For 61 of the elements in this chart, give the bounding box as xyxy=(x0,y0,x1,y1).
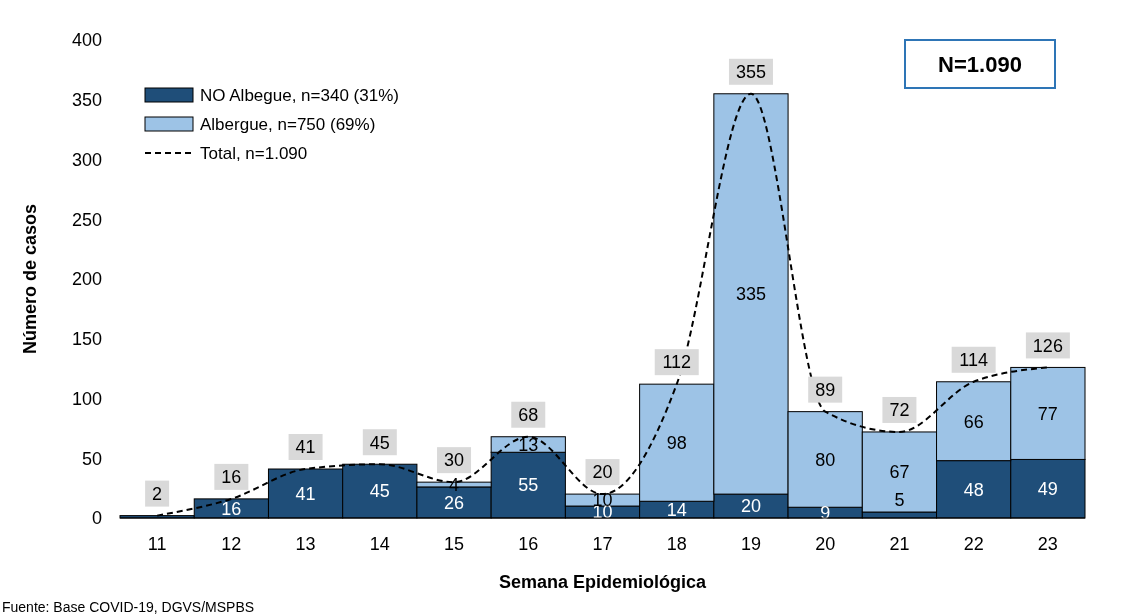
data-label: 49 xyxy=(1037,479,1058,500)
legend-label: NO Albegue, n=340 (31%) xyxy=(200,85,399,105)
x-tick-label: 21 xyxy=(889,534,910,554)
x-tick-label: 16 xyxy=(518,534,539,554)
total-label: 16 xyxy=(221,467,242,488)
data-label: 16 xyxy=(221,498,242,519)
data-label: 55 xyxy=(518,475,539,496)
source-note: Fuente: Base COVID-19, DGVS/MSPBS xyxy=(2,599,255,615)
total-label: 45 xyxy=(369,432,390,453)
total-label: 72 xyxy=(889,400,910,421)
x-tick-label: 23 xyxy=(1037,534,1058,554)
y-tick-label: 150 xyxy=(71,329,102,350)
data-label: 77 xyxy=(1037,403,1058,424)
x-tick-label: 18 xyxy=(666,534,687,554)
total-label: 355 xyxy=(735,62,766,83)
y-tick-label: 300 xyxy=(71,149,102,170)
data-label: 48 xyxy=(963,479,984,500)
y-axis-title: Número de casos xyxy=(20,203,40,355)
total-label: 68 xyxy=(518,405,539,426)
data-label: 41 xyxy=(295,483,316,504)
x-tick-label: 11 xyxy=(147,534,167,554)
annotation: N=1.090 xyxy=(938,51,1022,77)
data-label: 20 xyxy=(740,496,761,517)
y-tick-label: 0 xyxy=(91,508,102,529)
x-tick-label: 19 xyxy=(740,534,761,554)
data-label: 13 xyxy=(518,434,539,455)
legend-label: Albergue, n=750 (69%) xyxy=(200,114,376,134)
data-label: 4 xyxy=(449,474,460,495)
x-axis-title: Semana Epidemiológica xyxy=(498,572,708,592)
total-label: 2 xyxy=(152,483,163,504)
data-label: 26 xyxy=(444,492,465,513)
x-tick-label: 20 xyxy=(815,534,836,554)
data-label: 45 xyxy=(369,481,390,502)
x-tick-label: 17 xyxy=(592,534,613,554)
data-label: 14 xyxy=(666,499,687,520)
data-label: 66 xyxy=(963,411,984,432)
total-label: 114 xyxy=(959,350,989,371)
x-tick-label: 22 xyxy=(963,534,984,554)
data-label: 335 xyxy=(735,284,766,305)
y-tick-label: 200 xyxy=(71,269,102,290)
y-tick-label: 350 xyxy=(71,90,102,111)
total-label: 112 xyxy=(662,352,692,373)
y-tick-label: 400 xyxy=(71,30,102,51)
data-label: 9 xyxy=(820,502,831,523)
total-label: 20 xyxy=(592,462,613,483)
x-tick-label: 14 xyxy=(369,534,390,554)
data-label: 98 xyxy=(666,433,687,454)
data-label: 80 xyxy=(815,449,836,470)
total-label: 30 xyxy=(444,450,465,471)
total-label: 126 xyxy=(1032,335,1063,356)
legend-label: Total, n=1.090 xyxy=(200,143,308,163)
y-tick-label: 50 xyxy=(81,448,102,469)
data-label: 5 xyxy=(894,490,905,511)
y-tick-label: 250 xyxy=(71,209,102,230)
total-label: 89 xyxy=(815,379,836,400)
x-tick-label: 12 xyxy=(221,534,242,554)
x-tick-label: 13 xyxy=(295,534,316,554)
data-label: 67 xyxy=(889,462,910,483)
total-label: 41 xyxy=(295,437,316,458)
x-tick-label: 15 xyxy=(444,534,465,554)
y-tick-label: 100 xyxy=(71,388,102,409)
